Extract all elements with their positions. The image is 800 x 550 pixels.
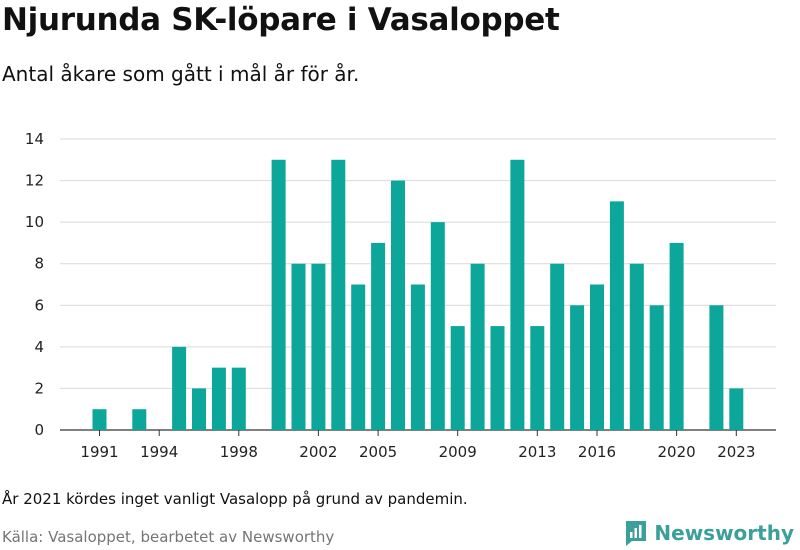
y-axis-ticks: 0 2 4 6 8 10 12 14 (25, 130, 44, 439)
bar-1991 (92, 409, 107, 430)
bar-2003 (331, 159, 346, 431)
x-axis-ticks: 1991 1994 1998 2002 2005 2009 2013 2016 2020 2023 (80, 430, 755, 461)
newsworthy-logo-icon (626, 521, 647, 546)
y-tick-label: 12 (25, 172, 44, 190)
bars (92, 159, 744, 431)
footnote: År 2021 kördes inget vanligt Vasalopp på… (2, 490, 468, 508)
bar-2016 (590, 284, 604, 430)
x-tick-label: 2005 (359, 443, 397, 461)
bar-2006 (391, 180, 405, 430)
y-tick-label: 0 (34, 421, 44, 439)
bar-2018 (629, 263, 644, 430)
bar-2004 (351, 284, 366, 430)
bar-2001 (291, 263, 306, 430)
brand-name: Newsworthy (654, 521, 794, 545)
bar-2005 (371, 242, 386, 430)
bar-1998 (231, 367, 246, 430)
chart-subtitle: Antal åkare som gått i mål år för år. (2, 62, 360, 86)
y-tick-label: 4 (34, 338, 44, 356)
x-tick-label: 1998 (220, 443, 258, 461)
x-tick-label: 2016 (578, 443, 616, 461)
x-tick-label: 1991 (80, 443, 118, 461)
bar-2014 (550, 263, 565, 430)
x-tick-label: 1994 (140, 443, 178, 461)
bar-2023 (729, 388, 744, 430)
x-tick-label: 2009 (439, 443, 477, 461)
y-tick-label: 8 (34, 255, 44, 273)
bar-2007 (410, 284, 425, 430)
bar-1993 (132, 409, 147, 430)
bar-2009 (450, 326, 465, 430)
source-text: Källa: Vasaloppet, bearbetet av Newswort… (2, 528, 335, 546)
x-tick-label: 2020 (658, 443, 696, 461)
y-tick-label: 6 (34, 296, 44, 314)
bar-2002 (311, 263, 326, 430)
bar-1995 (172, 346, 187, 430)
bar-2019 (649, 305, 664, 430)
bar-1996 (192, 388, 206, 430)
bar-2017 (609, 201, 624, 430)
bar-1997 (211, 367, 226, 430)
x-tick-label: 2002 (299, 443, 337, 461)
bar-2010 (470, 263, 485, 430)
x-tick-label: 2013 (518, 443, 556, 461)
brand-logo: Newsworthy (624, 519, 794, 547)
bar-2008 (430, 222, 445, 430)
bar-2011 (490, 326, 505, 430)
bar-2012 (510, 159, 525, 431)
y-tick-label: 14 (25, 130, 44, 148)
bar-2013 (530, 326, 545, 430)
bar-2000 (271, 159, 286, 431)
bar-2015 (570, 305, 585, 430)
x-tick-label: 2023 (717, 443, 755, 461)
y-tick-label: 2 (34, 379, 44, 397)
bar-2022 (709, 305, 724, 430)
chart-title: Njurunda SK-löpare i Vasaloppet (2, 2, 560, 38)
bar-2020 (669, 242, 684, 430)
y-tick-label: 10 (25, 213, 44, 231)
